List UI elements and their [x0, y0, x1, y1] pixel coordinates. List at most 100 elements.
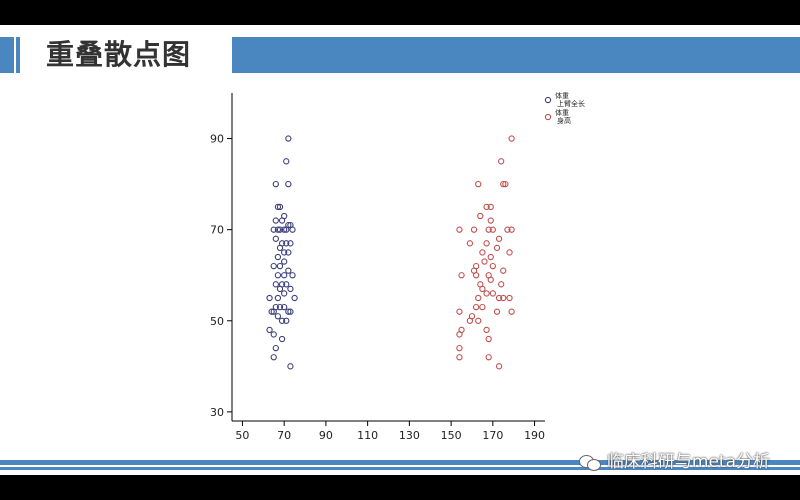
- wechat-icon: [578, 453, 601, 471]
- point-series-2: [487, 276, 494, 283]
- point-series-1: [272, 235, 279, 242]
- title-accent-bar: [0, 37, 14, 73]
- point-series-2: [466, 240, 474, 247]
- point-series-1: [272, 281, 279, 288]
- point-series-1: [278, 217, 286, 224]
- x-tick-label: 150: [441, 429, 462, 442]
- point-series-1: [276, 226, 284, 233]
- point-series-1: [281, 303, 288, 311]
- point-series-1: [276, 203, 284, 211]
- point-series-1: [283, 226, 290, 233]
- point-series-1: [283, 240, 290, 247]
- point-series-1: [283, 281, 290, 288]
- point-series-1: [274, 294, 282, 302]
- point-series-1: [287, 363, 294, 370]
- point-series-2: [466, 317, 474, 324]
- x-tick-label: 70: [277, 429, 291, 442]
- point-series-1: [272, 180, 279, 188]
- point-series-2: [470, 226, 478, 233]
- watermark: 临床科研与meta分析: [578, 450, 770, 474]
- point-series-2: [456, 226, 463, 233]
- point-series-1: [287, 308, 294, 315]
- point-series-1: [266, 294, 273, 302]
- x-tick-label: 170: [482, 429, 503, 442]
- point-series-1: [283, 317, 290, 324]
- scatter-chart: 50 70 90 110 130 150 170 190 30 50 70 90 体重上臂全长体重身…: [210, 91, 585, 442]
- point-series-2: [500, 294, 507, 302]
- point-series-1: [276, 262, 284, 270]
- point-series-1: [291, 294, 298, 302]
- slide: 重叠散点图 50 70 90 110 130 150 170 190 30 50 70 90 体重上…: [0, 25, 800, 475]
- point-series-2: [500, 267, 507, 274]
- x-tick-label: 50: [235, 429, 249, 442]
- title-accent-bar-thin: [16, 37, 20, 73]
- point-series-2: [487, 217, 494, 224]
- point-series-2: [489, 262, 496, 270]
- point-series-2: [479, 303, 486, 311]
- point-series-1: [281, 249, 288, 256]
- point-series-1: [268, 308, 275, 315]
- point-series-2: [493, 308, 501, 315]
- point-series-2: [479, 249, 486, 256]
- point-series-1: [276, 303, 284, 311]
- point-series-1: [289, 226, 296, 233]
- x-tick-label: 130: [399, 429, 420, 442]
- x-tick-label: 90: [319, 429, 333, 442]
- point-series-2: [502, 180, 509, 188]
- legend-marker-1: [544, 96, 552, 104]
- point-series-2: [485, 335, 492, 343]
- point-series-1: [270, 308, 277, 315]
- point-series-2: [477, 212, 484, 220]
- point-series-1: [289, 272, 296, 279]
- point-series-1: [274, 272, 282, 279]
- point-series-2: [487, 203, 494, 211]
- point-series-2: [485, 226, 492, 233]
- point-series-2: [479, 285, 486, 293]
- point-series-2: [500, 180, 507, 188]
- point-series-1: [278, 317, 286, 324]
- point-series-1: [270, 226, 277, 233]
- point-series-1: [270, 331, 277, 338]
- point-series-2: [489, 226, 496, 233]
- point-series-2: [498, 158, 505, 165]
- point-series-2: [472, 272, 480, 279]
- footer-bar-thin: [0, 467, 800, 470]
- point-series-2: [456, 344, 463, 352]
- point-series-2: [483, 326, 490, 334]
- y-tick-label: 90: [210, 133, 224, 146]
- point-series-2: [481, 258, 488, 265]
- point-series-2: [504, 226, 511, 233]
- point-series-1: [285, 135, 292, 142]
- y-tick-label: 70: [210, 224, 224, 237]
- point-series-2: [489, 290, 496, 297]
- point-series-2: [475, 180, 482, 188]
- point-series-2: [485, 354, 492, 361]
- data-points: [266, 135, 515, 370]
- point-series-2: [508, 135, 515, 142]
- point-series-1: [281, 258, 288, 265]
- point-series-1: [274, 313, 282, 320]
- point-series-1: [276, 244, 284, 252]
- y-axis-ticks: 30 50 70 90: [210, 133, 232, 419]
- point-series-1: [285, 180, 292, 188]
- point-series-2: [506, 294, 513, 302]
- point-series-2: [456, 354, 463, 361]
- point-series-2: [487, 253, 494, 261]
- point-series-1: [272, 344, 279, 352]
- footer-bar: [0, 460, 800, 465]
- point-series-1: [276, 285, 284, 293]
- point-series-2: [495, 294, 503, 302]
- watermark-text: 临床科研与meta分析: [606, 452, 770, 472]
- point-series-1: [281, 272, 288, 279]
- point-series-1: [274, 226, 282, 233]
- point-series-1: [285, 267, 292, 274]
- point-series-1: [285, 249, 292, 256]
- point-series-2: [456, 331, 463, 338]
- y-tick-label: 30: [210, 406, 224, 419]
- point-series-2: [483, 290, 490, 297]
- point-series-1: [278, 335, 286, 343]
- point-series-2: [458, 272, 465, 279]
- point-series-1: [274, 253, 282, 261]
- point-series-2: [456, 308, 463, 315]
